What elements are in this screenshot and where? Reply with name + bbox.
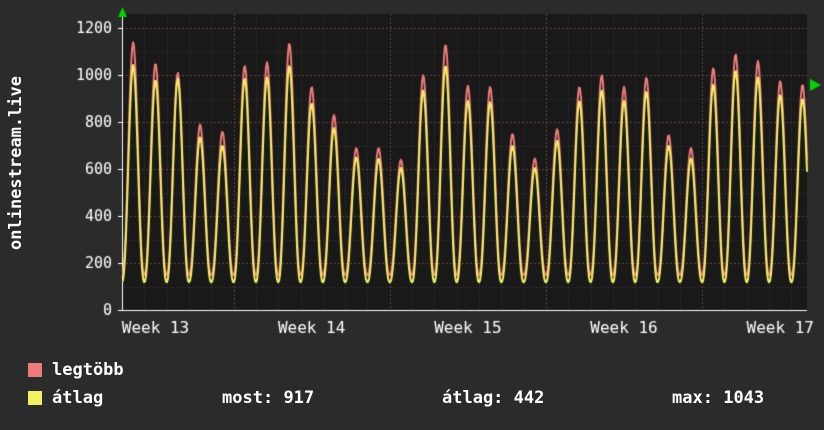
stat-most: most: 917 [222,388,315,408]
legend-label-atlag: átlag [52,388,104,408]
chart-canvas [0,0,824,345]
stat-max: max: 1043 [672,388,765,408]
legend-swatch-atlag-icon [28,391,42,405]
legend-item-atlag: átlag [28,388,103,408]
legend-item-legtobb: legtöbb [28,360,124,380]
legend-swatch-legtobb-icon [28,363,42,377]
y-axis-label: onlinestream.live [6,76,26,250]
legend-label-legtobb: legtöbb [52,360,124,380]
stat-atlag: átlag: 442 [442,388,545,408]
